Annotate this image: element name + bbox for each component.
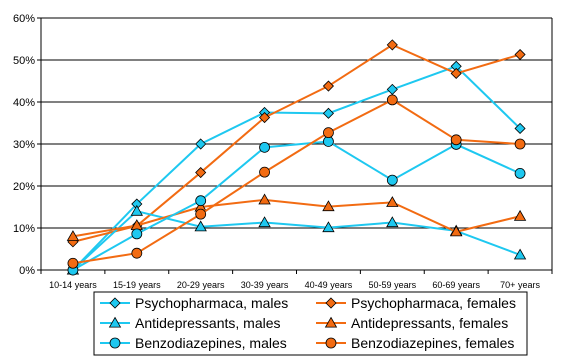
- series-1: [67, 60, 526, 276]
- series-line: [72, 98, 521, 265]
- data-point: [513, 209, 527, 221]
- legend-label: Benzodiazepines, males: [135, 335, 287, 351]
- data-point: [386, 39, 398, 51]
- data-point: [195, 166, 207, 179]
- legend-marker: [325, 297, 337, 309]
- y-tick-label: 60%: [13, 13, 35, 25]
- x-tick-label: 20-29 years: [177, 280, 225, 290]
- data-point: [514, 138, 526, 150]
- data-point: [258, 193, 271, 205]
- legend-item-6: Benzodiazepines, females: [316, 335, 514, 351]
- series-line: [72, 210, 521, 271]
- data-point: [450, 134, 462, 146]
- data-point: [513, 248, 527, 260]
- legend-marker: [324, 316, 338, 328]
- legend-marker: [109, 337, 121, 349]
- series-line: [72, 65, 521, 271]
- legend-item-3: Antidepressants, males: [100, 315, 281, 331]
- x-tick-label: 30-39 years: [241, 280, 289, 290]
- y-tick-label: 0%: [19, 265, 35, 277]
- data-point: [514, 48, 526, 61]
- data-point: [322, 200, 335, 212]
- data-point: [386, 174, 398, 186]
- series-line: [72, 140, 521, 271]
- y-tick-label: 10%: [13, 223, 35, 235]
- y-tick-label: 50%: [13, 55, 35, 67]
- data-point: [322, 221, 335, 233]
- y-tick-label: 20%: [13, 181, 35, 193]
- data-point: [322, 107, 335, 119]
- legend-marker: [108, 316, 122, 328]
- data-point: [323, 127, 334, 139]
- data-point: [131, 228, 143, 240]
- data-point: [449, 225, 463, 237]
- series-6: [67, 94, 526, 269]
- x-tick-label: 40-49 years: [305, 280, 353, 290]
- data-point: [195, 208, 207, 220]
- legend-label: Benzodiazepines, females: [351, 335, 514, 351]
- data-point: [194, 220, 207, 232]
- series-2: [67, 39, 526, 248]
- legend-item-4: Antidepressants, females: [316, 315, 508, 331]
- legend-item-1: Psychopharmaca, males: [100, 295, 288, 311]
- data-point: [258, 216, 271, 228]
- series-4: [66, 193, 527, 241]
- legend-label: Antidepressants, males: [135, 315, 281, 331]
- legend-label: Antidepressants, females: [351, 315, 508, 331]
- data-point: [386, 94, 398, 106]
- y-tick-label: 30%: [13, 139, 35, 151]
- data-point: [195, 138, 207, 150]
- legend: Psychopharmaca, males Psychopharmaca, fem…: [93, 291, 528, 356]
- legend-label: Psychopharmaca, males: [135, 295, 288, 311]
- x-tick-label: 70+ years: [500, 280, 540, 290]
- axes: 0% 10% 20% 30% 40% 50% 60% 10-14 years 15-19 yea…: [13, 13, 553, 290]
- series-line: [72, 43, 521, 243]
- data-point: [131, 247, 143, 259]
- x-tick-label: 15-19 years: [113, 280, 161, 290]
- legend-marker: [325, 337, 337, 349]
- x-tick-label: 60-69 years: [432, 280, 480, 290]
- legend-box: [93, 291, 528, 356]
- data-point: [450, 67, 462, 80]
- data-point: [386, 216, 399, 228]
- legend-item-5: Benzodiazepines, males: [100, 335, 287, 351]
- data-point: [386, 83, 398, 95]
- legend-item-2: Psychopharmaca, females: [316, 295, 516, 311]
- x-tick-label: 10-14 years: [49, 280, 97, 290]
- series-line: [72, 198, 521, 238]
- data-point: [258, 111, 271, 124]
- data-point: [259, 141, 270, 153]
- data-point: [322, 80, 335, 92]
- legend-label: Psychopharmaca, females: [351, 295, 516, 311]
- data-point: [66, 230, 80, 241]
- data-point: [195, 195, 207, 207]
- y-tick-label: 40%: [13, 97, 35, 109]
- data-point: [130, 204, 144, 216]
- data-point: [514, 122, 526, 135]
- data-point: [259, 166, 270, 178]
- data-point: [67, 257, 79, 269]
- data-point: [386, 196, 399, 207]
- series-3: [66, 204, 527, 275]
- data-point: [514, 167, 526, 179]
- series-layer: [66, 39, 527, 276]
- x-tick-label: 50-59 years: [369, 280, 417, 290]
- legend-marker: [109, 297, 121, 309]
